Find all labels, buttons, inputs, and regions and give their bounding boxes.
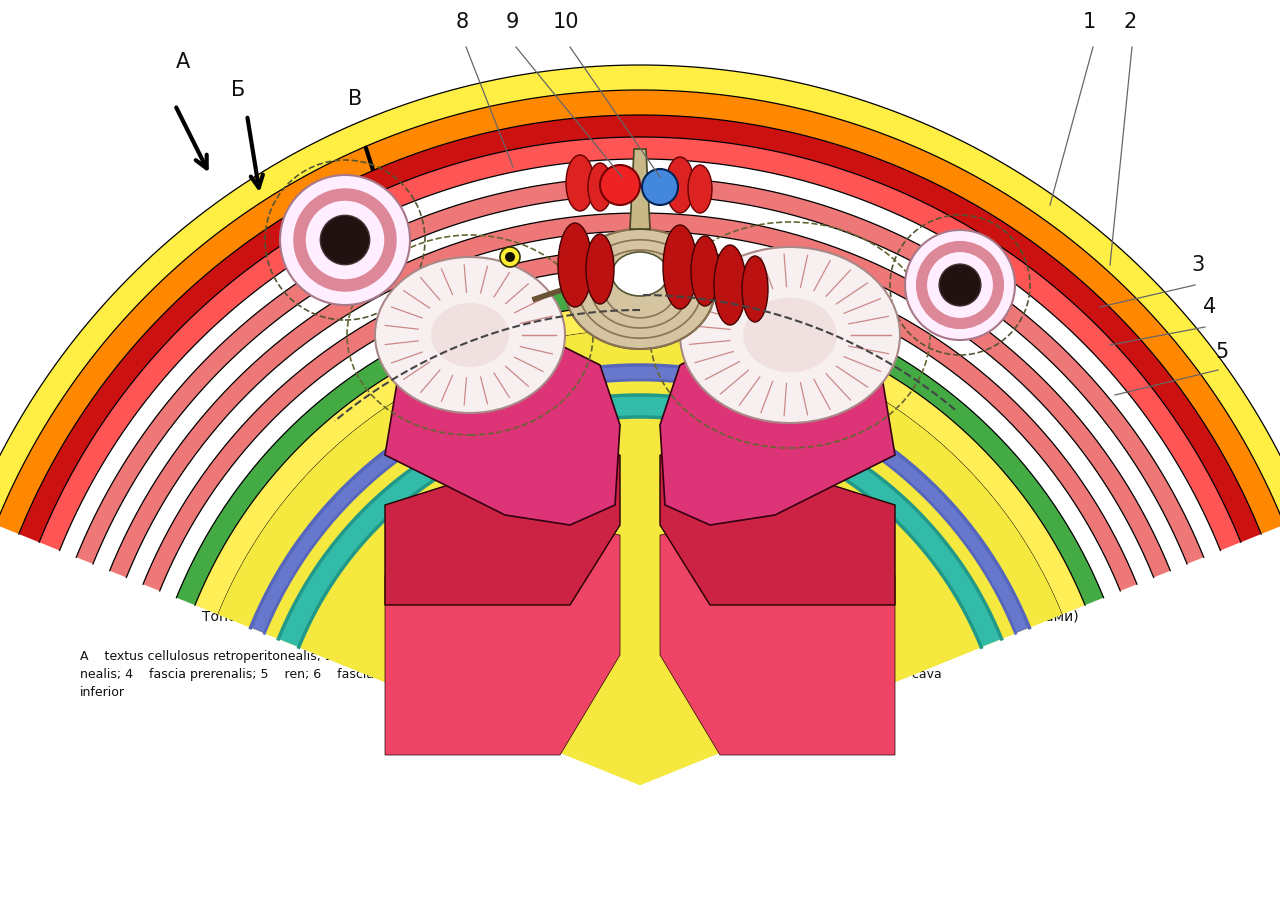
Polygon shape: [19, 115, 1261, 542]
Text: 7: 7: [361, 535, 375, 555]
Circle shape: [280, 175, 410, 305]
Polygon shape: [630, 149, 650, 229]
Text: В: В: [348, 89, 362, 109]
Polygon shape: [660, 525, 895, 755]
Ellipse shape: [612, 252, 668, 296]
Ellipse shape: [742, 256, 768, 322]
Ellipse shape: [689, 165, 712, 213]
Text: 10: 10: [553, 12, 580, 32]
Polygon shape: [660, 455, 895, 605]
Ellipse shape: [666, 157, 694, 213]
Ellipse shape: [558, 223, 591, 307]
Polygon shape: [77, 177, 1203, 564]
Polygon shape: [110, 213, 1170, 577]
Ellipse shape: [744, 298, 837, 372]
Text: 4: 4: [1203, 297, 1216, 317]
Polygon shape: [177, 285, 1103, 605]
Polygon shape: [660, 345, 895, 525]
Polygon shape: [218, 330, 1062, 785]
Text: 8: 8: [456, 12, 468, 32]
Text: 1: 1: [1083, 12, 1096, 32]
Ellipse shape: [588, 163, 612, 211]
Ellipse shape: [586, 234, 614, 304]
Text: А    textus cellulosus retroperitonealis; Б – paracolon; В    paranephron; 1    : А textus cellulosus retroperitonealis; Б…: [79, 650, 925, 663]
Text: Топографическая анатомия клетчатки забрюшинного пространства (места скопления кл: Топографическая анатомия клетчатки забрю…: [202, 610, 1078, 624]
Ellipse shape: [566, 155, 594, 211]
Text: 5: 5: [1216, 342, 1229, 362]
Text: 3: 3: [1192, 255, 1204, 275]
Text: nealis; 4    fascia prerenalis; 5    ren; 6    fascia retrorenalis; 7    colon d: nealis; 4 fascia prerenalis; 5 ren; 6 fa…: [79, 668, 942, 681]
Polygon shape: [127, 231, 1153, 585]
Polygon shape: [385, 455, 620, 605]
Ellipse shape: [431, 303, 509, 367]
Circle shape: [643, 169, 678, 205]
Ellipse shape: [714, 245, 746, 325]
Text: inferior: inferior: [79, 686, 125, 699]
Text: 2: 2: [1124, 12, 1137, 32]
Circle shape: [940, 264, 980, 306]
Circle shape: [500, 247, 520, 267]
Text: 9: 9: [506, 12, 518, 32]
Ellipse shape: [691, 236, 719, 306]
Circle shape: [506, 252, 515, 262]
Polygon shape: [195, 305, 1085, 614]
Ellipse shape: [375, 257, 564, 413]
Polygon shape: [298, 417, 982, 785]
Circle shape: [600, 165, 640, 205]
Polygon shape: [0, 90, 1280, 534]
Polygon shape: [93, 195, 1187, 571]
Polygon shape: [143, 249, 1137, 591]
Polygon shape: [160, 267, 1120, 597]
Polygon shape: [60, 159, 1220, 557]
Circle shape: [320, 215, 370, 264]
Circle shape: [905, 230, 1015, 340]
Polygon shape: [251, 365, 1029, 634]
Polygon shape: [218, 330, 1062, 785]
Ellipse shape: [680, 247, 900, 423]
Polygon shape: [298, 417, 982, 785]
Text: Б: Б: [230, 80, 246, 100]
Polygon shape: [40, 137, 1240, 550]
Text: (по Г.Г. Стромбергу с изменениями):: (по Г.Г. Стромбергу с изменениями):: [504, 629, 776, 643]
Polygon shape: [278, 395, 1002, 647]
Ellipse shape: [564, 229, 716, 349]
Polygon shape: [0, 65, 1280, 525]
Ellipse shape: [663, 225, 698, 309]
Polygon shape: [385, 525, 620, 755]
Text: А: А: [175, 52, 191, 72]
Text: 6: 6: [713, 565, 727, 585]
Polygon shape: [385, 345, 620, 525]
